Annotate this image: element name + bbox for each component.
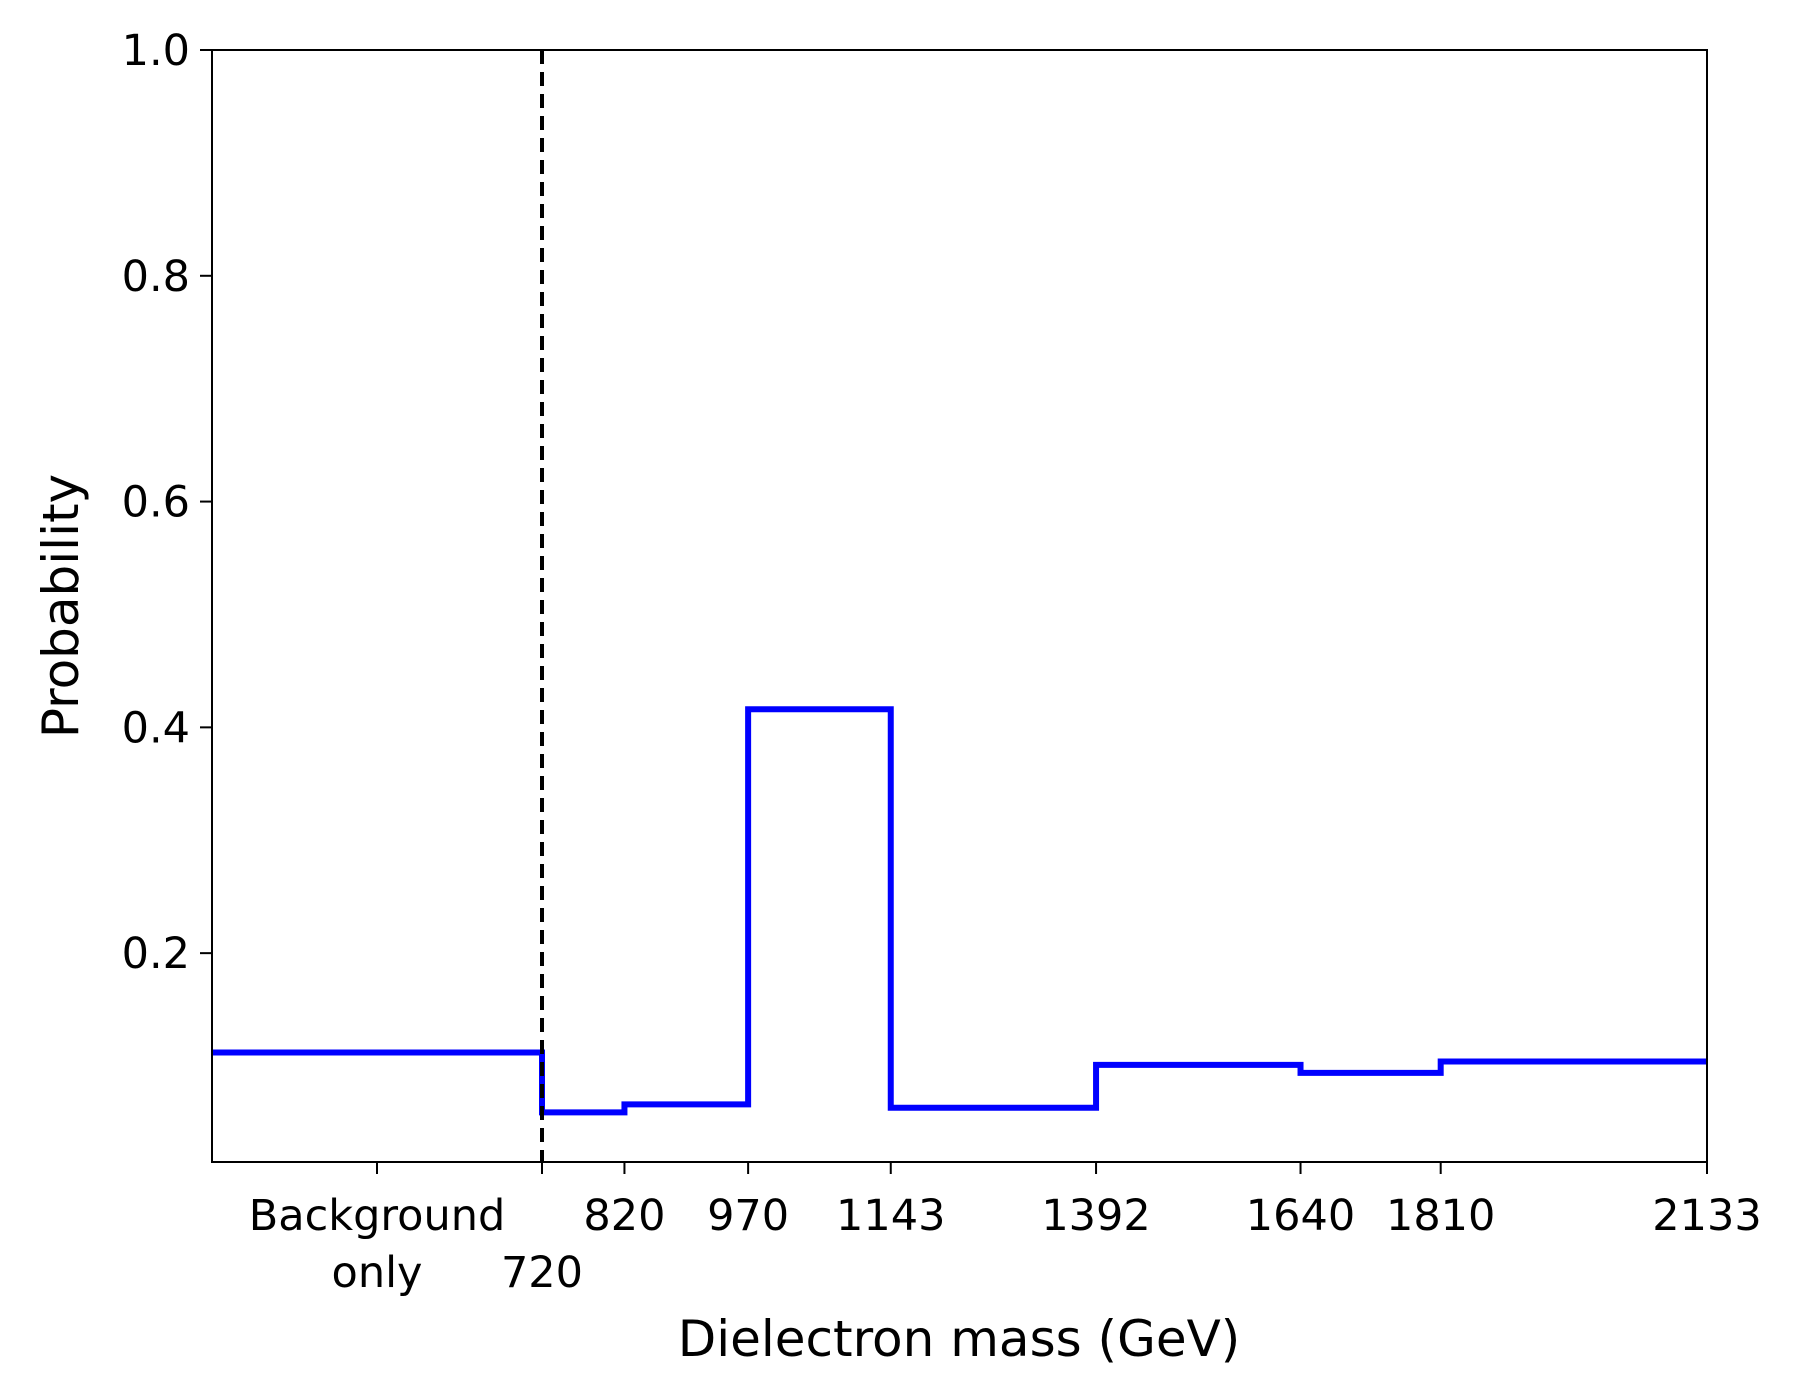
x-tick-label: 2133 [1652,1191,1761,1241]
background-tick-label: only [332,1248,423,1298]
y-axis-label: Probability [32,474,90,738]
y-tick-label: 1.0 [122,26,190,76]
x-tick-label: 1640 [1246,1191,1355,1241]
y-tick-label: 0.8 [122,252,190,302]
x-tick-label: 1143 [836,1191,945,1241]
y-tick-label: 0.4 [122,703,190,753]
y-tick-label: 0.6 [122,478,190,528]
background-tick-label: Background [249,1191,506,1241]
plot-marks [212,50,1707,1162]
x-tick-label: 970 [707,1191,789,1241]
axes-frame [211,49,1708,1163]
probability-step-line [212,706,1707,1116]
y-tick-label: 0.2 [122,929,190,979]
x-axis-label: Dielectron mass (GeV) [678,1310,1241,1368]
x-tick-label: 720 [501,1248,583,1298]
x-tick-label: 1810 [1386,1191,1495,1241]
x-tick-label: 1392 [1041,1191,1150,1241]
x-tick-label: 820 [583,1191,665,1241]
